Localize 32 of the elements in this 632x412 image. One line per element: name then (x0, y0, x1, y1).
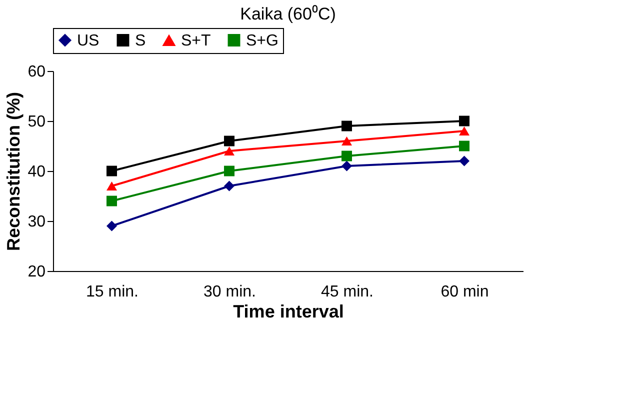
point (224, 180, 234, 192)
x-axis-title: Time interval (233, 302, 344, 322)
point (459, 126, 470, 136)
chart-title: Kaika (60⁰C) (240, 4, 336, 24)
point (224, 146, 234, 156)
y-axis-title: Reconstitution (%) (4, 92, 24, 251)
y-tick-label: 60 (28, 64, 46, 80)
y-tick-label: 30 (28, 214, 46, 230)
point (106, 166, 117, 176)
legend-label: S+G (246, 32, 278, 50)
legend-label: S+T (181, 32, 212, 50)
legend-label: US (77, 32, 100, 50)
point (342, 150, 352, 162)
point (459, 140, 470, 152)
point (224, 136, 234, 146)
point (459, 116, 470, 126)
x-tick-label: 60 min (440, 284, 489, 300)
point (224, 166, 234, 176)
legend-label: S (135, 32, 146, 50)
point (106, 181, 117, 191)
y-tick-label: 50 (28, 114, 46, 130)
point (106, 196, 117, 206)
point (459, 156, 470, 166)
y-tick-label: 20 (28, 264, 46, 280)
y-tick-label: 40 (28, 164, 46, 180)
x-tick-label: 45 min. (321, 284, 374, 300)
point (342, 136, 352, 146)
point (106, 220, 117, 232)
point (342, 120, 352, 132)
point (342, 160, 352, 172)
x-tick-label: 15 min. (86, 284, 138, 300)
x-tick-label: 30 min. (204, 284, 256, 300)
